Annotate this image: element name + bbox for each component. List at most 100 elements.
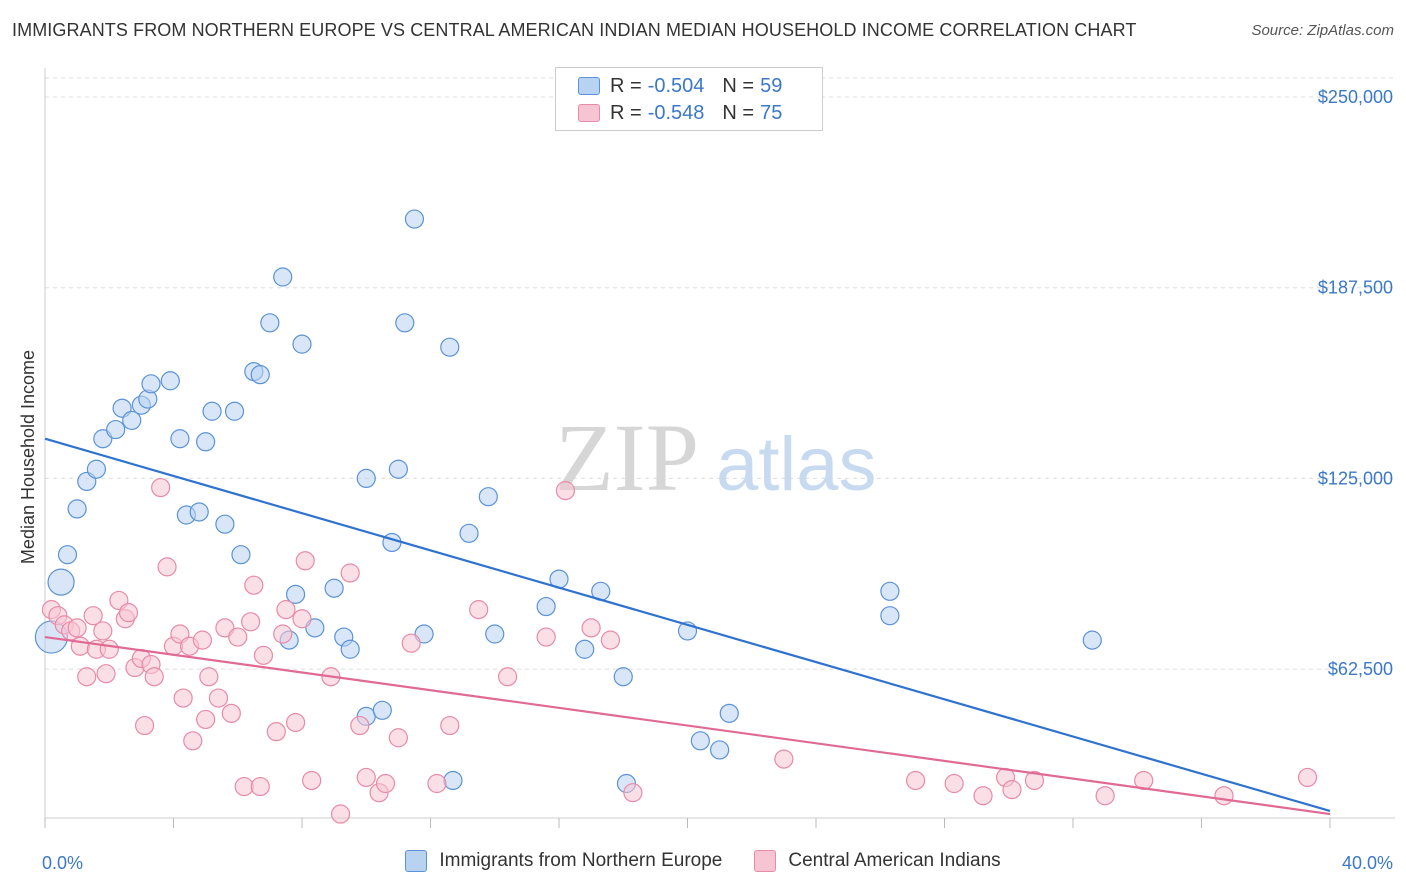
data-point — [388, 728, 408, 748]
data-point — [1002, 780, 1022, 800]
watermark-atlas: atlas — [716, 422, 877, 507]
legend-r-label: R = — [610, 101, 642, 124]
data-point — [880, 606, 900, 626]
legend-swatch-central-american-indians — [754, 850, 777, 872]
data-point — [440, 337, 460, 357]
legend-item-northern-europe: Immigrants from Northern Europe — [405, 850, 722, 872]
data-point — [77, 667, 97, 687]
data-point — [340, 563, 360, 583]
x-tick-label: 0.0% — [42, 853, 83, 873]
data-point — [774, 749, 794, 769]
data-point — [244, 575, 264, 595]
data-point — [382, 532, 402, 553]
data-point — [555, 481, 576, 501]
data-point — [231, 545, 251, 565]
data-point — [196, 709, 216, 730]
data-point — [478, 487, 498, 507]
legend-r-label: R = — [610, 74, 642, 97]
data-point — [67, 618, 87, 638]
legend-item-central-american-indians: Central American Indians — [754, 850, 1001, 872]
data-point — [340, 639, 360, 659]
data-point — [134, 715, 155, 736]
watermark: ZIP atlas — [555, 404, 877, 511]
trend-lines — [44, 437, 1331, 816]
data-point — [221, 703, 241, 723]
data-point — [395, 313, 415, 333]
chart-title: IMMIGRANTS FROM NORTHERN EUROPE VS CENTR… — [12, 20, 1137, 40]
data-point — [710, 740, 730, 760]
data-point — [141, 374, 161, 394]
legend-n-label: N = — [722, 74, 755, 97]
data-point — [440, 715, 460, 736]
y-tick-label: $125,000 — [1318, 468, 1393, 488]
data-point — [375, 773, 396, 794]
data-point — [575, 639, 595, 659]
data-point — [266, 722, 286, 742]
data-point — [1024, 770, 1045, 791]
data-point — [189, 502, 209, 522]
legend-swatch-northern-europe — [578, 77, 600, 95]
data-point — [330, 804, 351, 824]
y-tick-label: $250,000 — [1318, 87, 1393, 107]
data-point — [404, 209, 425, 229]
data-point — [70, 636, 90, 656]
data-point — [170, 429, 190, 449]
y-axis-label: Median Household Income — [18, 350, 38, 564]
data-point — [1297, 767, 1318, 788]
data-point — [157, 557, 177, 577]
data-point — [443, 770, 463, 791]
data-point — [292, 609, 312, 629]
data-point — [273, 624, 293, 644]
legend-swatch-central-american-indians — [578, 104, 600, 122]
series-legend: Immigrants from Northern Europe Central … — [0, 850, 1406, 872]
legend-row-central-american-indians: R = -0.548 N = 75 — [578, 100, 788, 126]
data-point — [192, 630, 213, 650]
data-point — [144, 667, 164, 687]
data-point — [215, 514, 235, 534]
data-point — [295, 551, 315, 571]
x-tick-label: 40.0% — [1342, 853, 1393, 873]
data-point — [324, 578, 344, 598]
legend-n-value: 59 — [760, 74, 783, 97]
legend-row-northern-europe: R = -0.504 N = 59 — [578, 73, 788, 99]
data-point — [151, 477, 171, 498]
data-point — [285, 712, 306, 733]
data-point — [202, 401, 222, 421]
data-point — [83, 606, 103, 626]
trend-line-central-american-indians — [44, 635, 1331, 816]
data-point — [905, 770, 926, 791]
data-point — [93, 621, 113, 641]
data-point — [228, 627, 248, 647]
series-points-central-american-indians — [41, 477, 1318, 824]
data-point — [1095, 786, 1115, 806]
data-point — [260, 313, 280, 333]
data-point — [234, 776, 254, 797]
data-point — [485, 624, 505, 644]
data-point — [183, 731, 203, 751]
data-point — [224, 401, 245, 421]
data-point — [536, 596, 556, 617]
legend-n-label: N = — [722, 101, 755, 124]
data-point — [253, 645, 274, 665]
data-point — [600, 630, 621, 650]
data-point — [250, 365, 270, 385]
data-point — [96, 664, 116, 684]
legend-label-northern-europe: Immigrants from Northern Europe — [439, 850, 723, 871]
data-point — [67, 499, 87, 519]
watermark-zip: ZIP — [555, 404, 699, 511]
data-point — [302, 770, 322, 791]
data-point — [388, 459, 408, 479]
data-point — [276, 600, 296, 620]
data-point — [57, 545, 78, 565]
data-point — [356, 468, 376, 488]
data-point — [160, 371, 180, 391]
data-point — [99, 639, 119, 659]
y-tick-label: $187,500 — [1318, 278, 1393, 298]
legend-r-value: -0.504 — [647, 74, 705, 97]
axes — [44, 68, 1395, 828]
data-point — [196, 432, 216, 452]
data-point — [241, 612, 261, 632]
source-credit: Source: ZipAtlas.com — [1251, 22, 1394, 39]
data-point — [173, 688, 193, 708]
